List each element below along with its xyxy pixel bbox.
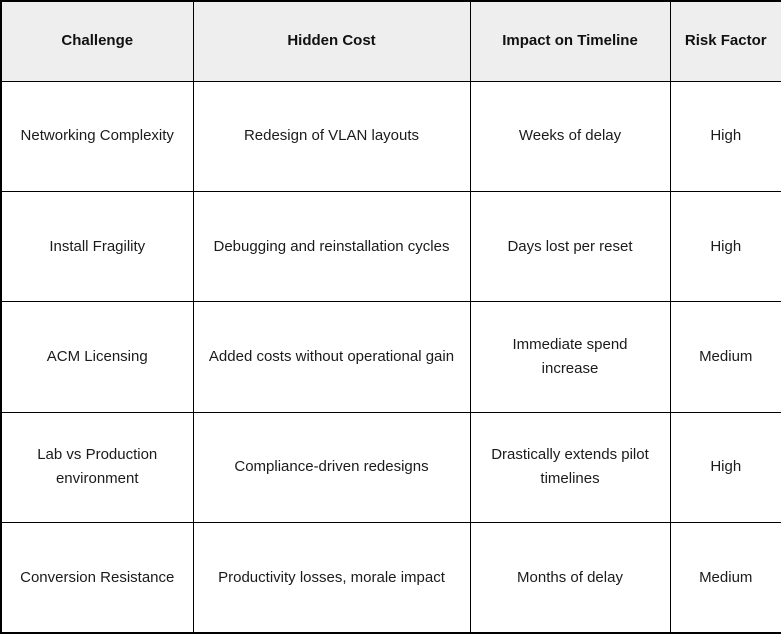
table-row: Lab vs Production environment Compliance… <box>0 411 781 524</box>
table-row: Networking Complexity Redesign of VLAN l… <box>0 80 781 192</box>
cell-hidden-cost: Redesign of VLAN layouts <box>192 80 471 192</box>
cell-hidden-cost: Compliance-driven redesigns <box>192 411 471 524</box>
cell-challenge: Conversion Resistance <box>0 522 194 634</box>
cell-impact: Drastically extends pilot timelines <box>469 411 671 524</box>
cell-hidden-cost: Productivity losses, morale impact <box>192 522 471 634</box>
cell-impact: Immediate spend increase <box>469 301 671 413</box>
column-header-risk-factor: Risk Factor <box>669 0 781 82</box>
cell-challenge: Lab vs Production environment <box>0 411 194 524</box>
cell-risk: High <box>669 411 781 524</box>
cell-hidden-cost: Added costs without operational gain <box>192 301 471 413</box>
cell-impact: Weeks of delay <box>469 80 671 192</box>
table-row: Install Fragility Debugging and reinstal… <box>0 190 781 303</box>
cell-hidden-cost: Debugging and reinstallation cycles <box>192 190 471 303</box>
table-header: Challenge Hidden Cost Impact on Timeline… <box>0 0 781 82</box>
cell-risk: High <box>669 80 781 192</box>
table-row: Conversion Resistance Productivity losse… <box>0 522 781 634</box>
cell-impact: Months of delay <box>469 522 671 634</box>
column-header-hidden-cost: Hidden Cost <box>192 0 471 82</box>
header-row: Challenge Hidden Cost Impact on Timeline… <box>0 0 781 82</box>
column-header-challenge: Challenge <box>0 0 194 82</box>
cell-risk: Medium <box>669 301 781 413</box>
cell-risk: High <box>669 190 781 303</box>
cell-challenge: Networking Complexity <box>0 80 194 192</box>
cell-challenge: Install Fragility <box>0 190 194 303</box>
cell-risk: Medium <box>669 522 781 634</box>
column-header-impact-on-timeline: Impact on Timeline <box>469 0 671 82</box>
table-body: Networking Complexity Redesign of VLAN l… <box>0 80 781 634</box>
table-row: ACM Licensing Added costs without operat… <box>0 301 781 413</box>
cell-impact: Days lost per reset <box>469 190 671 303</box>
cell-challenge: ACM Licensing <box>0 301 194 413</box>
